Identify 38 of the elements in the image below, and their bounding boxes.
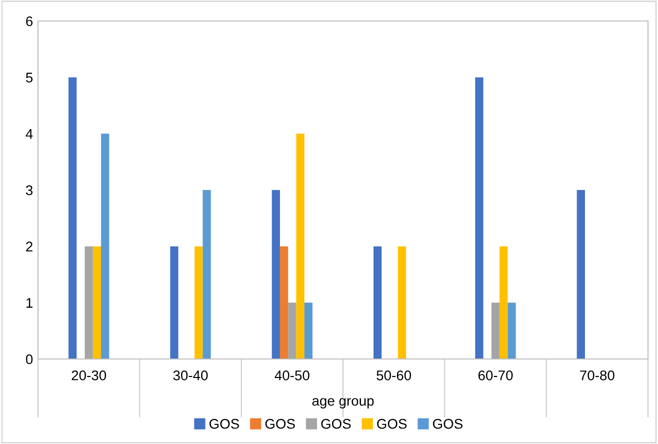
bar [398, 246, 406, 359]
x-tick-label: 40-50 [274, 370, 310, 380]
x-tick-label: 60-70 [478, 370, 513, 380]
bar [68, 77, 77, 359]
bar [272, 190, 280, 359]
bar [280, 246, 288, 359]
x-tick-label: 70-80 [580, 370, 614, 380]
y-tick-label: 6 [26, 16, 33, 26]
bar [202, 190, 211, 359]
bar [374, 246, 382, 359]
x-tick-label: 20-30 [72, 370, 106, 380]
bar [500, 246, 508, 359]
bar [576, 190, 585, 359]
y-tick-label: 5 [26, 72, 33, 83]
bar [288, 302, 296, 359]
y-tick-label: 1 [26, 298, 32, 308]
legend-label: GOS [432, 418, 462, 429]
bar [508, 302, 516, 359]
bar [101, 134, 110, 359]
legend-label: GOS [321, 418, 351, 429]
y-tick-label: 3 [26, 185, 33, 196]
legend-label: GOS [377, 418, 407, 429]
y-tick-label: 2 [26, 242, 32, 252]
bar [296, 134, 304, 359]
bar [194, 246, 203, 359]
bar [491, 302, 500, 359]
bar [475, 77, 484, 359]
legend-label: GOS [209, 418, 239, 429]
bar [170, 246, 178, 359]
x-axis-title: age group [312, 398, 374, 408]
x-tick-label: 50-60 [376, 370, 412, 380]
x-tick-label: 30-40 [173, 370, 208, 380]
y-tick-label: 4 [26, 129, 33, 139]
bar [304, 302, 312, 359]
y-tick-label: 0 [26, 354, 33, 364]
bar [84, 246, 93, 359]
bar [92, 246, 102, 359]
legend-label: GOS [265, 418, 295, 429]
